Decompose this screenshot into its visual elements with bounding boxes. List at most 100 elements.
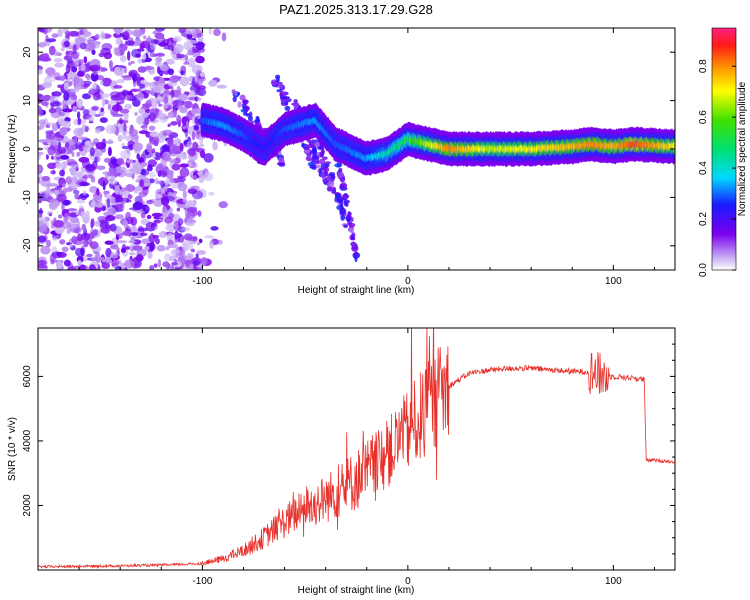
heat-cell	[127, 90, 133, 96]
heat-cell	[41, 175, 51, 182]
heat-cell	[193, 175, 198, 181]
heat-cell	[65, 176, 73, 185]
heat-cell	[237, 91, 241, 96]
heat-cell	[47, 211, 53, 216]
heat-cell	[304, 149, 311, 154]
heat-cell	[167, 191, 174, 196]
heat-cell	[73, 135, 78, 144]
heat-cell	[66, 228, 71, 234]
heat-cell	[158, 103, 163, 107]
heat-cell	[254, 121, 262, 129]
heat-cell	[169, 158, 178, 164]
heat-cell	[216, 84, 227, 89]
heat-cell	[60, 155, 70, 160]
heat-cell	[169, 144, 178, 154]
y-tick-label: -20	[22, 238, 33, 253]
heat-cell	[191, 130, 196, 141]
heat-cell	[38, 139, 48, 143]
heat-cell	[243, 112, 248, 116]
heat-cell	[187, 217, 194, 224]
heat-cell	[113, 113, 124, 117]
heat-cell	[128, 37, 134, 44]
heat-cell	[63, 55, 73, 61]
heat-cell	[176, 85, 181, 91]
heat-cell	[54, 62, 64, 68]
heat-cell	[40, 122, 45, 130]
heat-cell	[155, 238, 160, 245]
heat-cell	[104, 240, 114, 245]
heat-cell	[67, 208, 77, 212]
heat-cell	[45, 131, 56, 140]
heat-cell	[52, 75, 56, 82]
heat-cell	[47, 196, 54, 200]
heat-cell	[187, 136, 191, 142]
heat-cell	[197, 171, 203, 176]
heat-cell	[301, 142, 305, 148]
colorbar-frame	[711, 27, 737, 271]
heat-cell	[91, 49, 96, 55]
heat-cell	[354, 256, 358, 263]
heat-cell	[182, 198, 188, 203]
heat-cell	[116, 157, 125, 166]
heat-cell	[123, 30, 130, 41]
colorbar-tick-label: 0.2	[698, 212, 709, 226]
heat-cell	[101, 93, 110, 98]
heat-cell	[140, 58, 147, 63]
heat-cell	[46, 239, 51, 248]
heat-cell	[47, 183, 59, 187]
snr-ylabel: SNR (10 * v/v)	[7, 417, 18, 481]
y-tick-label: -10	[22, 190, 33, 205]
heat-cell	[158, 231, 168, 238]
heat-cell	[181, 226, 191, 232]
heat-cell	[51, 169, 56, 175]
heat-cell	[73, 227, 83, 234]
heat-cell	[147, 35, 151, 42]
heat-cell	[195, 42, 206, 47]
heat-cell	[55, 52, 63, 57]
heat-cell	[38, 151, 44, 156]
heat-cell	[174, 53, 186, 59]
heat-cell	[187, 96, 198, 101]
heat-cell	[145, 205, 150, 211]
heat-cell	[315, 141, 320, 148]
heat-cell	[337, 164, 341, 168]
heat-cell	[55, 163, 65, 169]
heat-cell	[123, 219, 129, 229]
heat-cell	[58, 111, 66, 117]
heat-cell	[89, 241, 99, 250]
heat-cell	[71, 66, 78, 73]
heat-cell	[57, 146, 67, 154]
heat-cell	[136, 174, 147, 179]
heat-cell	[152, 234, 160, 239]
heat-cell	[150, 232, 155, 242]
spectrogram-xlabel: Height of straight line (km)	[298, 285, 415, 296]
heat-cell	[76, 98, 83, 109]
heat-cell	[293, 103, 299, 110]
heat-cell	[165, 58, 175, 65]
heat-cell	[127, 50, 131, 61]
colorbar: 0.0 0.2 0.4 0.6 0.8 Normalized spectral ampl…	[698, 27, 748, 277]
heat-cell	[38, 42, 47, 48]
heat-cell	[65, 30, 71, 36]
heat-cell	[51, 251, 63, 259]
heat-cell	[77, 220, 80, 228]
heat-cell	[72, 189, 80, 195]
heat-cell	[45, 154, 49, 160]
heat-cell	[151, 148, 156, 154]
heat-cell	[78, 205, 85, 209]
heat-cell	[83, 56, 88, 64]
heat-cell	[318, 158, 326, 165]
spectrogram-ylabel: Frequency (Hz)	[7, 115, 18, 184]
heat-cell	[91, 106, 99, 111]
heat-cell	[129, 125, 133, 134]
heat-cell	[73, 127, 84, 137]
heat-cell	[72, 44, 77, 54]
spectrogram-heat	[38, 28, 675, 270]
heat-cell	[74, 37, 86, 45]
heat-cell	[139, 83, 145, 89]
heat-cell	[128, 143, 134, 151]
heat-cell	[186, 140, 193, 149]
heat-cell	[130, 236, 136, 241]
heat-cell	[157, 180, 165, 185]
